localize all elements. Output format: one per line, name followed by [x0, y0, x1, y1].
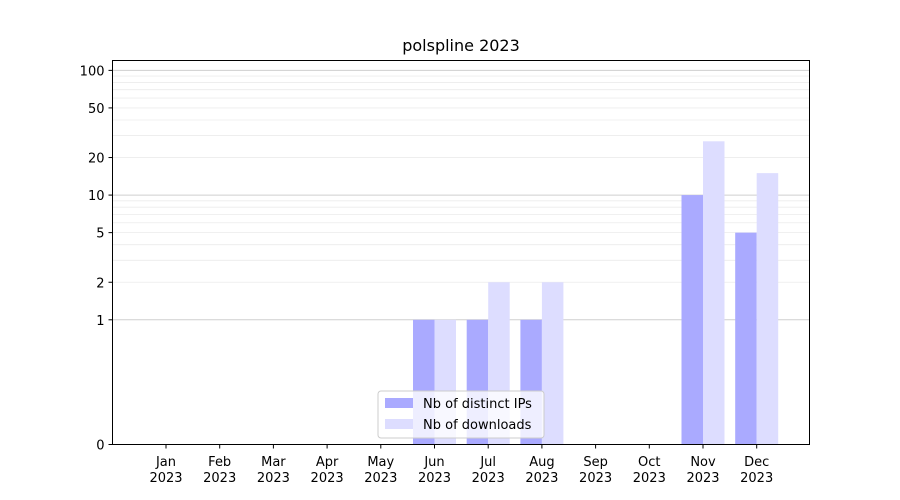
- bar-distinct-ips-nov: [681, 195, 703, 445]
- x-axis: Jan2023Feb2023Mar2023Apr2023May2023Jun20…: [149, 444, 773, 486]
- x-tick-label-month: Apr: [316, 455, 339, 470]
- y-tick-label: 5: [96, 227, 104, 242]
- x-tick-label-month: Dec: [744, 455, 769, 470]
- legend-swatch: [385, 398, 413, 408]
- bar-downloads-aug: [541, 282, 564, 445]
- x-tick-label-year: 2023: [203, 471, 236, 486]
- legend-label: Nb of downloads: [423, 418, 532, 433]
- x-tick-label-year: 2023: [633, 471, 666, 486]
- x-tick-label-month: Jun: [423, 455, 444, 470]
- x-tick-label-month: Mar: [261, 455, 286, 470]
- x-tick-label-year: 2023: [740, 471, 773, 486]
- legend-label: Nb of distinct IPs: [423, 397, 532, 412]
- x-tick-label-year: 2023: [149, 471, 182, 486]
- y-axis: 0 1 2 5 10 20 50 100: [80, 64, 113, 454]
- y-tick-label: 2: [96, 276, 104, 291]
- x-tick-label-year: 2023: [472, 471, 505, 486]
- y-tick-label: 1: [96, 314, 104, 329]
- x-tick-label-month: Jul: [479, 455, 496, 470]
- y-tick-label: 10: [88, 189, 105, 204]
- x-tick-label-month: Aug: [529, 455, 554, 470]
- x-tick-label-month: Nov: [690, 455, 716, 470]
- y-tick-label: 20: [88, 152, 105, 167]
- x-tick-label-month: May: [367, 455, 394, 470]
- x-tick-label-year: 2023: [525, 471, 558, 486]
- x-tick-label-month: Jan: [155, 455, 176, 470]
- y-tick-label: 0: [96, 439, 104, 454]
- x-tick-label-year: 2023: [257, 471, 290, 486]
- y-tick-label: 100: [80, 64, 105, 79]
- legend-box: [377, 390, 545, 439]
- legend: Nb of distinct IPs Nb of downloads: [377, 390, 545, 439]
- plot-frame: [112, 60, 810, 445]
- x-tick-label-year: 2023: [364, 471, 397, 486]
- bar-downloads-nov: [703, 141, 725, 445]
- x-tick-label-year: 2023: [418, 471, 451, 486]
- legend-swatch: [385, 419, 413, 429]
- bar-distinct-ips-dec: [735, 232, 757, 445]
- bar-downloads-dec: [756, 173, 779, 445]
- x-tick-label-year: 2023: [579, 471, 612, 486]
- x-tick-label-month: Sep: [583, 455, 608, 470]
- y-tick-label: 50: [88, 102, 105, 117]
- x-tick-label-year: 2023: [311, 471, 344, 486]
- chart-title: polspline 2023: [402, 36, 520, 55]
- x-tick-label-year: 2023: [686, 471, 719, 486]
- x-tick-label-month: Feb: [208, 455, 231, 470]
- x-tick-label-month: Oct: [638, 455, 660, 470]
